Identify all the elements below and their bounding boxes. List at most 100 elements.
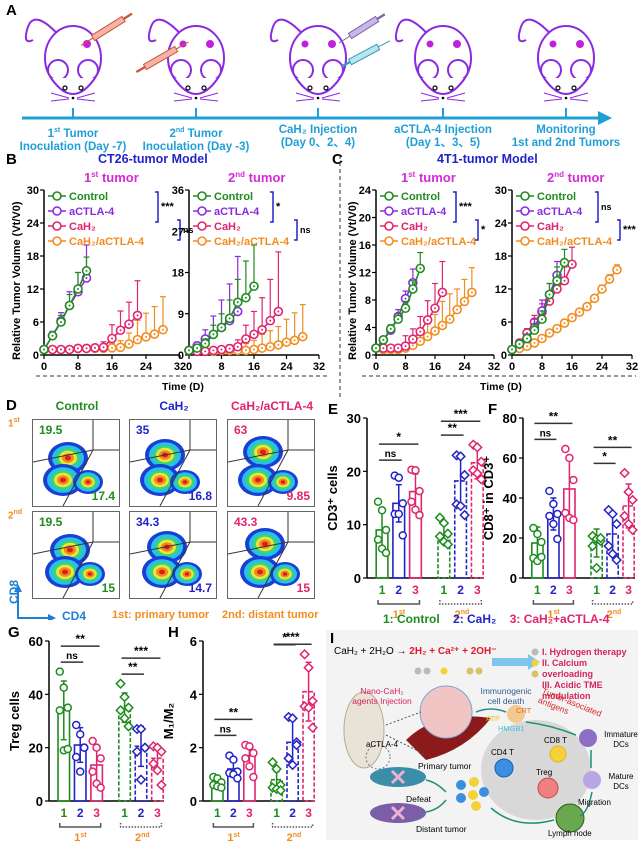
data-point-center (136, 314, 139, 317)
density-contour (60, 477, 66, 483)
legend-item: aCTLA-4 (380, 206, 447, 218)
data-point-diamond (619, 467, 630, 479)
y-tick-label: 0 (354, 571, 361, 586)
data-point-diamond (307, 695, 318, 707)
data-point-center (601, 288, 603, 290)
bar (134, 745, 148, 802)
data-point-center (253, 333, 255, 336)
y-tick-label: 0 (190, 794, 197, 809)
legend-item: Control (380, 191, 440, 203)
y-tick-label: 36 (172, 185, 184, 197)
category-label: 3 (625, 583, 632, 597)
data-point-diamond (267, 757, 278, 768)
cd8-t-cell-icon (549, 745, 567, 763)
mouse-nose (71, 96, 75, 100)
category-label: 1 (534, 583, 541, 597)
legend-label: aCTLA-4 (537, 206, 583, 218)
data-point-center (470, 291, 473, 294)
data-point-center (102, 346, 105, 349)
density-contour (65, 455, 71, 461)
legend-label: CaH₂ (537, 221, 564, 233)
h2-bubble-icon (423, 667, 431, 675)
data-point-diamond (139, 742, 151, 753)
label-migration: Migration (578, 798, 611, 807)
data-point (377, 506, 387, 515)
x-tick-label: 16 (248, 361, 260, 373)
cd8-percentage: 19.5 (39, 515, 63, 529)
x-tick-label: 32 (488, 361, 500, 373)
panel-a-timeline (22, 12, 612, 125)
flow-plot: 63 9.85 (227, 419, 315, 507)
group-legend: 1: Control 2: CaH₂ 3: CaH₂+aCTLA-4 (383, 612, 609, 626)
label-primary-tumor: Primary tumor (418, 761, 472, 771)
mouse-tail (269, 18, 309, 43)
data-point-center (556, 288, 558, 290)
mouse-ear (540, 59, 562, 81)
significance-bracket (475, 219, 479, 241)
y-tick-label: 20 (503, 531, 517, 546)
mouse-head (543, 77, 589, 95)
y-tick-label: 6 (501, 317, 507, 329)
data-point-center (419, 330, 422, 333)
significance-mark: ** (128, 660, 138, 674)
category-label: 1 (60, 806, 67, 820)
cd4-t-cell-icon (494, 758, 514, 778)
data-point-center (616, 268, 618, 271)
legend-marker (52, 221, 62, 231)
syringe-icon (135, 41, 189, 74)
data-point-center (608, 278, 611, 281)
syringe-icon (80, 12, 133, 46)
group-bracket (532, 600, 575, 605)
category-label: 3 (474, 583, 481, 597)
mouse-icon (147, 18, 225, 102)
y-axis-title: M₁/M₂ (161, 703, 176, 740)
series-control (371, 251, 426, 353)
data-point-center (220, 326, 223, 329)
data-point-center (128, 323, 130, 326)
data-point-center (94, 346, 96, 349)
tumor-dot (83, 40, 91, 48)
significance-mark: * (396, 430, 401, 444)
y-tick-label: 12 (495, 284, 507, 296)
effector-cells-cluster (456, 777, 489, 811)
significance-mark: *** (623, 224, 637, 236)
data-point-diamond (476, 456, 487, 468)
data-point (381, 548, 391, 558)
panel-label-i: I (330, 630, 335, 647)
legend-marker (384, 236, 394, 246)
data-point (96, 783, 105, 792)
data-point (394, 509, 404, 519)
legend-marker (197, 206, 207, 216)
label-cd4t: CD4 T (491, 748, 514, 757)
data-point-center (556, 327, 558, 330)
group-bracket (212, 823, 255, 828)
x-tick-label: 16 (106, 361, 118, 373)
data-point-center (571, 316, 573, 319)
data-point-diamond (472, 468, 483, 479)
label-crt: CRT (516, 706, 532, 715)
data-point-center (162, 328, 164, 331)
significance-bracket (155, 191, 159, 223)
timeline-step-1: 1st Tumor Inoculation (Day -7) (19, 127, 127, 153)
x-tick-label: 8 (75, 361, 81, 373)
data-point-center (212, 333, 215, 336)
data-point-diamond (442, 539, 454, 550)
label-cd8t: CD8 T (544, 736, 567, 745)
data-point-center (277, 310, 280, 313)
data-point-diamond (459, 469, 470, 481)
data-point (381, 525, 391, 535)
mouse-icon (269, 18, 347, 102)
data-point-center (563, 322, 566, 325)
mouse-head (50, 77, 96, 95)
data-point-center (51, 348, 54, 351)
y-tick-label: 80 (503, 411, 517, 426)
h2-bubble-icon (414, 667, 422, 675)
data-point-center (434, 329, 436, 332)
flow-plot: 34.3 14.7 (129, 511, 217, 599)
group-bracket (591, 600, 634, 605)
legend-label: aCTLA-4 (69, 206, 115, 218)
series-actla4 (184, 255, 243, 356)
mouse-eye (62, 85, 68, 91)
mouse-ear (447, 59, 469, 81)
gate-line (257, 449, 289, 506)
